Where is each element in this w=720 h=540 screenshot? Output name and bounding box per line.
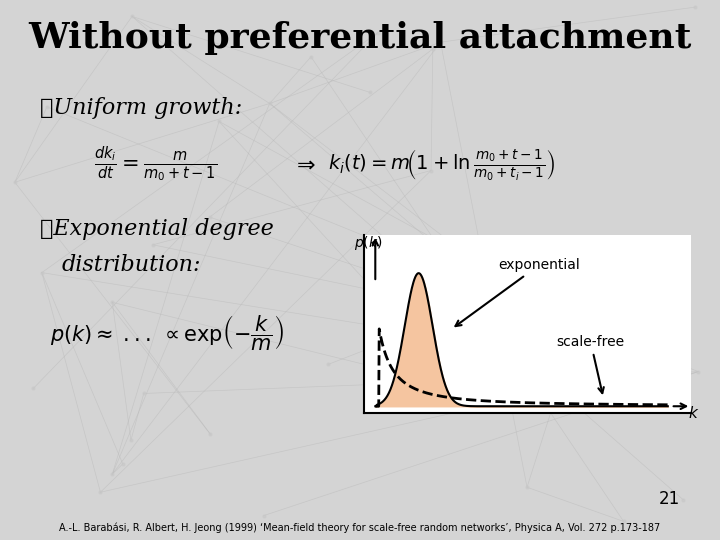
Text: ②Exponential degree: ②Exponential degree: [40, 219, 274, 240]
Text: $\frac{dk_i}{dt} = \frac{m}{m_0 + t - 1}$: $\frac{dk_i}{dt} = \frac{m}{m_0 + t - 1}…: [94, 145, 217, 185]
Text: exponential: exponential: [456, 258, 580, 326]
Text: $p(k) \approx \; ...\; \propto \exp\!\left(-\dfrac{k}{m}\right)$: $p(k) \approx \; ...\; \propto \exp\!\le…: [50, 313, 284, 352]
Text: $\Rightarrow$: $\Rightarrow$: [292, 154, 315, 175]
Text: $k_i(t) = m\!\left(1 + \ln\frac{m_0 + t - 1}{m_0 + t_i - 1}\right)$: $k_i(t) = m\!\left(1 + \ln\frac{m_0 + t …: [328, 147, 555, 182]
Text: A.-L. Barabási, R. Albert, H. Jeong (1999) ‘Mean-field theory for scale-free ran: A.-L. Barabási, R. Albert, H. Jeong (199…: [59, 523, 661, 534]
Text: Without preferential attachment: Without preferential attachment: [28, 21, 692, 55]
Text: $p(k)$: $p(k)$: [354, 234, 382, 253]
Text: ②Uniform growth:: ②Uniform growth:: [40, 97, 242, 119]
Text: distribution:: distribution:: [61, 254, 201, 275]
Text: scale-free: scale-free: [557, 335, 625, 393]
Text: $k$: $k$: [688, 405, 700, 421]
Text: 21: 21: [659, 490, 680, 509]
